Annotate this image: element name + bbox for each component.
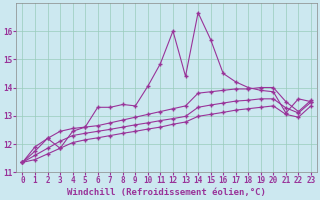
X-axis label: Windchill (Refroidissement éolien,°C): Windchill (Refroidissement éolien,°C) <box>67 188 266 197</box>
